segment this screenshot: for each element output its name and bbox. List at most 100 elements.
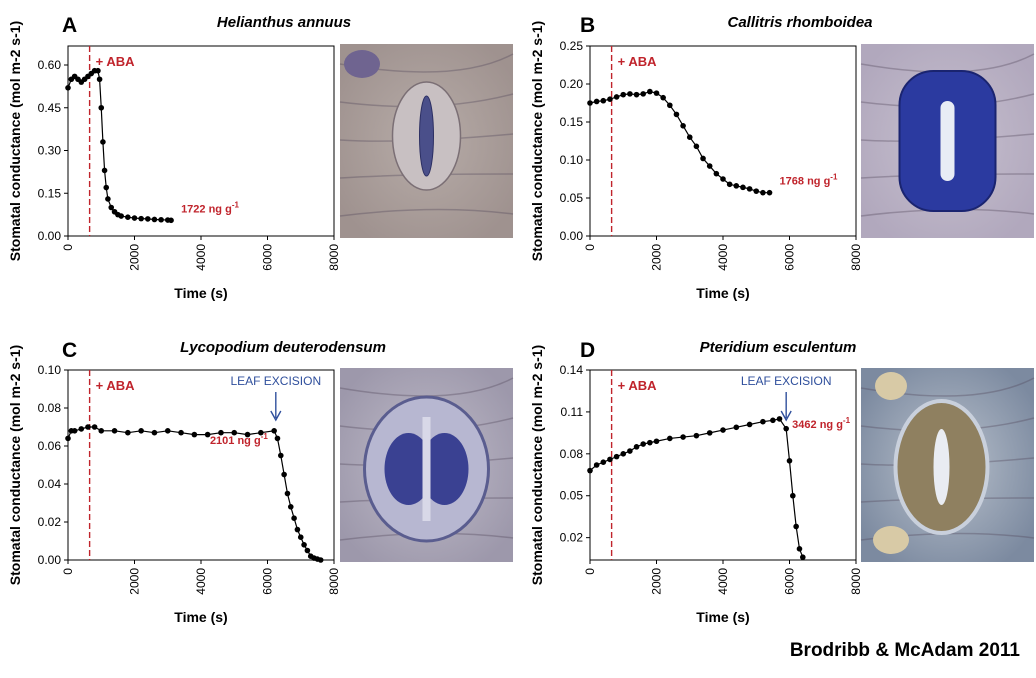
aba-label: + ABA (618, 378, 657, 393)
data-point (647, 439, 653, 446)
plot-frame (589, 369, 857, 561)
stomatal-pore (940, 101, 955, 181)
data-point (105, 196, 111, 202)
excision-arrowhead (270, 410, 282, 422)
excision-arrowhead (780, 410, 792, 422)
x-tick-label: 6000 (261, 244, 275, 271)
data-point (667, 435, 673, 442)
stained-cell (875, 372, 907, 400)
data-point (291, 515, 297, 521)
data-point (587, 100, 593, 106)
micrograph-lycopodium-stoma (339, 368, 514, 562)
panel-letter: C (62, 339, 77, 362)
data-point (760, 418, 766, 425)
y-tick-label: 0.14 (560, 363, 584, 377)
data-point (100, 139, 106, 145)
x-tick-label: 2000 (650, 568, 664, 595)
y-tick-label: 0.08 (38, 401, 62, 415)
data-point (800, 554, 806, 561)
micrograph-callitris-stoma (860, 44, 1035, 238)
data-point (790, 492, 796, 499)
y-tick-label: 0.60 (38, 58, 62, 72)
x-tick-label: 4000 (194, 244, 208, 271)
y-tick-label: 0.10 (38, 363, 62, 377)
data-point (647, 88, 653, 95)
y-tick-label: 0.06 (38, 439, 62, 453)
data-point (178, 429, 184, 436)
data-point (713, 170, 720, 177)
data-point (693, 143, 700, 150)
data-point (65, 85, 71, 91)
figure-credit: Brodribb & McAdam 2011 (789, 640, 1020, 661)
concentration-exponent: -1 (830, 173, 838, 182)
data-point (660, 94, 666, 101)
data-point (746, 186, 753, 192)
x-tick-label: 0 (61, 244, 75, 251)
stained-cell (384, 433, 433, 505)
panel-title: Callitris rhomboidea (727, 14, 872, 31)
x-tick-label: 0 (583, 244, 597, 251)
concentration-exponent: -1 (843, 416, 851, 425)
data-point (85, 424, 91, 430)
x-tick-label: 2000 (650, 244, 664, 271)
x-axis-label: Time (s) (696, 285, 749, 301)
data-point (760, 189, 766, 196)
y-axis-label: Stomatal conductance (mol m-2 s-1) (7, 21, 23, 261)
data-point (783, 425, 789, 432)
data-point (281, 471, 287, 478)
data-point (680, 123, 686, 129)
y-tick-label: 0.00 (560, 229, 584, 243)
data-point (151, 429, 158, 436)
x-tick-label: 6000 (783, 244, 797, 271)
data-point (627, 91, 633, 97)
data-point (720, 176, 726, 182)
x-tick-label: 0 (583, 568, 597, 575)
panel-letter: A (62, 14, 77, 37)
data-point (593, 98, 600, 105)
data-point (733, 424, 740, 431)
data-point (274, 435, 281, 442)
data-point (706, 163, 713, 169)
data-point (720, 427, 726, 433)
y-tick-label: 0.04 (38, 477, 62, 491)
data-point (164, 428, 171, 434)
y-axis-label: Stomatal conductance (mol m-2 s-1) (529, 345, 545, 585)
y-tick-label: 0.30 (38, 144, 62, 158)
y-tick-label: 0.11 (561, 405, 584, 419)
x-tick-label: 8000 (849, 568, 863, 595)
y-tick-label: 0.15 (560, 115, 584, 129)
stained-cell (873, 526, 909, 554)
data-line (589, 90, 770, 194)
data-point (151, 216, 158, 223)
data-point (766, 189, 773, 196)
data-point (640, 441, 646, 447)
data-point (607, 456, 613, 463)
y-tick-label: 0.02 (38, 515, 62, 529)
data-line (67, 426, 321, 561)
panel-title: Pteridium esculentum (700, 339, 857, 356)
data-point (793, 523, 799, 530)
data-point (673, 111, 680, 118)
x-tick-label: 8000 (849, 244, 863, 271)
y-axis-label: Stomatal conductance (mol m-2 s-1) (529, 21, 545, 261)
chart-panel-c: C Lycopodium deuterodensum 0 2000 4000 6000 80… (7, 339, 386, 625)
data-point (218, 429, 224, 436)
data-point (297, 534, 304, 540)
data-point (108, 204, 115, 211)
plot-frame (67, 369, 335, 561)
data-point (101, 167, 108, 174)
x-axis-label: Time (s) (696, 609, 749, 625)
panel-title: Lycopodium deuterodensum (180, 339, 386, 356)
data-point (776, 416, 783, 422)
x-tick-label: 8000 (327, 568, 341, 595)
data-point (733, 183, 740, 189)
excision-label: LEAF EXCISION (230, 374, 321, 388)
x-tick-label: 4000 (716, 568, 730, 595)
data-point (91, 424, 98, 430)
x-tick-label: 2000 (128, 568, 142, 595)
micrograph-pteridium-stoma (860, 368, 1035, 562)
data-point (613, 453, 620, 460)
panel-title: Helianthus annuus (217, 14, 351, 31)
data-point (770, 417, 776, 424)
